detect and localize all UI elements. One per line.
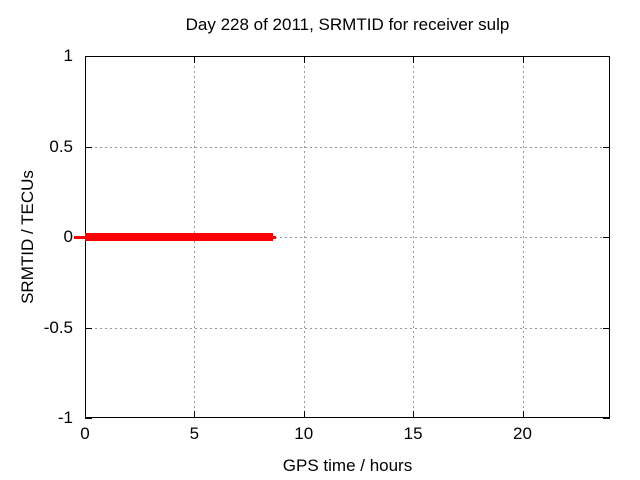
y-tick-right xyxy=(603,327,610,329)
x-tick-label: 20 xyxy=(513,424,532,443)
y-tick-right xyxy=(603,56,610,57)
y-tick-label: -0.5 xyxy=(43,317,73,337)
x-axis-label: GPS time / hours xyxy=(282,456,413,475)
x-tick-bottom xyxy=(85,411,86,418)
series-line-SRMTID xyxy=(85,233,274,241)
y-gridline xyxy=(85,237,610,238)
x-tick-label: 10 xyxy=(294,424,314,443)
chart-title: Day 228 of 2011, SRMTID for receiver sul… xyxy=(185,15,510,34)
y-tick-left xyxy=(85,418,92,419)
x-tick-bottom xyxy=(303,411,305,418)
x-tick-bottom xyxy=(194,411,196,418)
x-tick-top xyxy=(522,56,524,63)
y-tick-label: -1 xyxy=(57,408,73,427)
y-tick-left xyxy=(85,146,92,148)
x-tick-top xyxy=(194,56,196,63)
y-tick-right xyxy=(603,237,610,238)
y-tick-label: 0.5 xyxy=(49,136,73,156)
x-tick-bottom xyxy=(522,411,524,418)
x-tick-top xyxy=(413,56,415,63)
x-tick-label: 0 xyxy=(80,424,90,443)
y-tick-right xyxy=(603,418,610,419)
y-gridline xyxy=(85,146,610,148)
y-tick-label: 1 xyxy=(63,46,73,65)
y-tick-right xyxy=(603,146,610,148)
y-tick-label: 0 xyxy=(63,227,73,246)
x-tick-top xyxy=(303,56,305,63)
x-tick-label: 15 xyxy=(403,424,423,443)
y-tick-left xyxy=(85,56,92,57)
x-tick-bottom xyxy=(413,411,415,418)
x-tick-label: 5 xyxy=(189,424,200,443)
y-gridline xyxy=(85,327,610,329)
y-tick-left xyxy=(85,327,92,329)
x-tick-top xyxy=(85,56,86,63)
